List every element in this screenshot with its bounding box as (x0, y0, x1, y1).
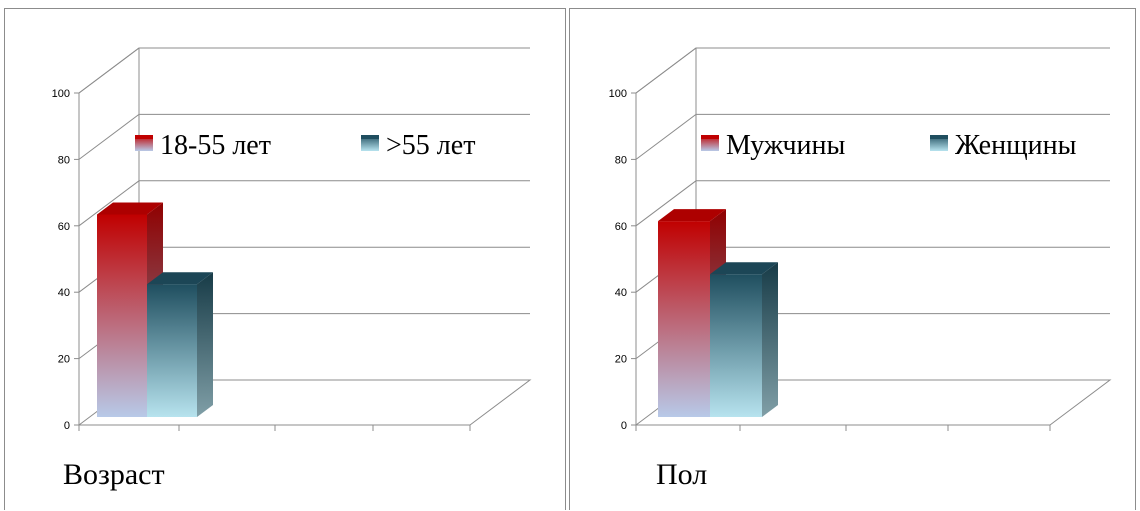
y-tick-label: 0 (64, 420, 70, 432)
gridline (78, 47, 530, 94)
x-axis-title: Пол (656, 458, 707, 491)
bar-series-2 (147, 272, 213, 417)
y-tick-label: 40 (58, 287, 70, 299)
age-chart: 0 20 40 60 80 100 18-55 лет >55 лет Возраст (52, 47, 532, 491)
y-tick-label: 100 (609, 88, 627, 100)
bar-series-2 (710, 262, 778, 417)
legend-swatch-top (361, 135, 379, 139)
legend-entry: 18-55 лет (135, 130, 271, 161)
chart-panel-age: 0 20 40 60 80 100 18-55 лет >55 лет Возраст (4, 8, 566, 510)
y-tick-label: 80 (615, 154, 627, 166)
y-tick-label: 40 (615, 287, 627, 299)
legend-entry: Мужчины (701, 130, 846, 161)
legend-label: 18-55 лет (160, 130, 271, 161)
y-tick-label: 80 (58, 154, 70, 166)
bar-top (658, 209, 726, 222)
bar-top (97, 202, 163, 215)
y-tick-label: 0 (621, 420, 627, 432)
bar-side (762, 262, 778, 417)
y-tick-label: 20 (615, 354, 627, 366)
bar-side (197, 272, 213, 417)
legend-label: Женщины (955, 130, 1077, 161)
bar-front (658, 221, 710, 417)
legend-swatch-top (930, 135, 948, 139)
y-tick-label: 100 (52, 88, 70, 100)
bar-series-1 (97, 202, 163, 417)
y-tick-label: 20 (58, 354, 70, 366)
bar-front (710, 274, 762, 417)
legend-entry: >55 лет (361, 130, 475, 161)
legend-label: Мужчины (726, 130, 846, 161)
y-tick-label: 60 (58, 221, 70, 233)
chart-panel-sex: 0 20 40 60 80 100 Мужчины Женщины Пол (569, 8, 1136, 510)
legend-entry: Женщины (930, 130, 1077, 161)
bar-front (97, 214, 147, 417)
bar-top (710, 262, 778, 275)
legend-swatch-top (135, 135, 153, 139)
bar-top (147, 272, 213, 285)
gridline (635, 47, 1110, 94)
y-tick-label: 60 (615, 221, 627, 233)
sex-chart: 0 20 40 60 80 100 Мужчины Женщины Пол (609, 47, 1112, 491)
legend-swatch-top (701, 135, 719, 139)
x-axis-title: Возраст (63, 458, 165, 491)
side-wall-top (635, 47, 697, 94)
bar-front (147, 284, 197, 417)
legend-label: >55 лет (386, 130, 475, 161)
side-wall-top (78, 47, 140, 94)
